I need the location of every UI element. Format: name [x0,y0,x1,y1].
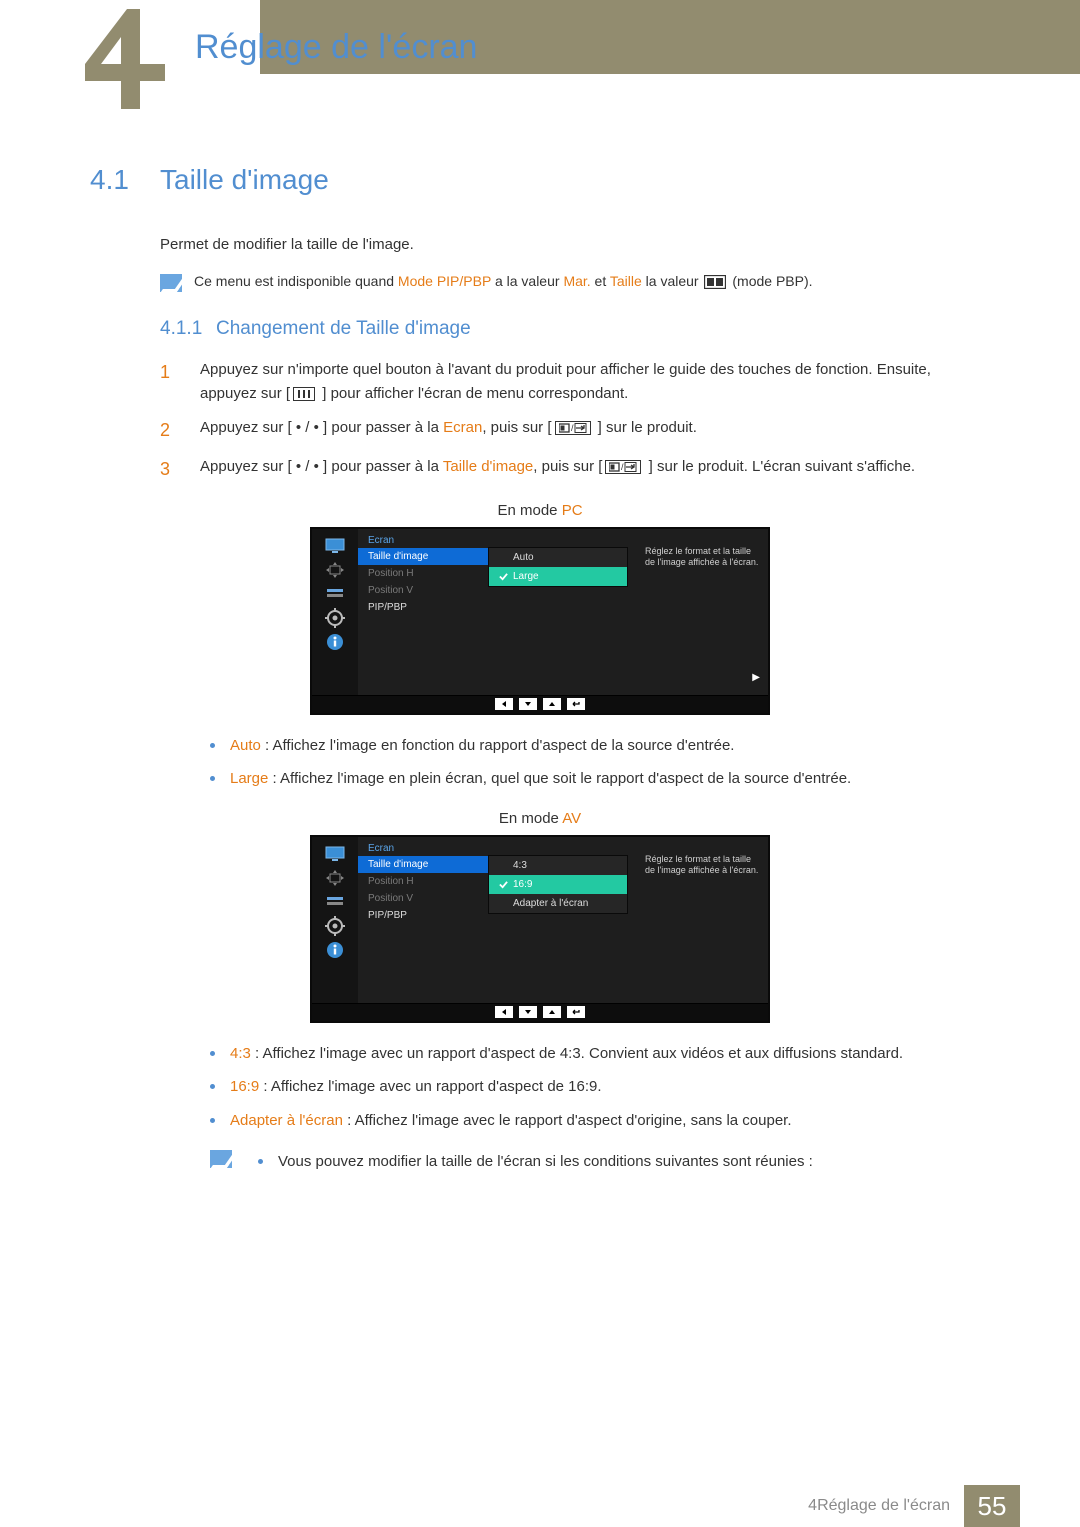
osd-av-wrap: Ecran Taille d'image Position H Position… [90,835,990,1023]
mode-label: En mode PC [90,502,990,519]
osd-button-bar [312,695,768,713]
bullet-item: 16:9 : Affichez l'image avec un rapport … [210,1074,990,1100]
note-block: Ce menu est indisponible quand Mode PIP/… [160,273,990,292]
osd-main: Ecran Taille d'image Position H Position… [358,837,768,1003]
list-icon [322,891,348,913]
left-button-icon[interactable] [495,698,513,710]
bullets-av: 4:3 : Affichez l'image avec un rapport d… [210,1041,990,1134]
osd-av: Ecran Taille d'image Position H Position… [310,835,770,1023]
chapter-title: Réglage de l'écran [195,28,477,67]
step-text: Appuyez sur [ • / • ] pour passer à la E… [200,416,697,445]
move-icon [322,559,348,581]
osd-option[interactable]: Adapter à l'écran [489,894,627,913]
osd-submenu: Auto Large [488,547,628,587]
monitor-icon [322,535,348,557]
step-number: 3 [160,455,178,484]
up-button-icon[interactable] [543,698,561,710]
osd-button-bar [312,1003,768,1021]
step-item: 3 Appuyez sur [ • / • ] pour passer à la… [160,455,990,484]
osd-sidebar [312,837,358,1003]
steps-list: 1 Appuyez sur n'importe quel bouton à l'… [160,358,990,484]
note-icon [210,1150,232,1168]
list-icon [322,583,348,605]
osd-menu-item[interactable]: Taille d'image [358,856,488,873]
menu-icon [293,387,315,401]
gear-icon [322,915,348,937]
osd-sidebar [312,529,358,695]
osd-main: Ecran Taille d'image Position H Position… [358,529,768,695]
source-enter-icon: / [605,460,641,474]
section-title: Taille d'image [160,164,329,195]
move-icon [322,867,348,889]
down-button-icon[interactable] [519,698,537,710]
mode-label: En mode AV [90,810,990,827]
osd-menu-item[interactable]: Position H [358,565,488,582]
osd-option[interactable]: 4:3 [489,856,627,875]
up-button-icon[interactable] [543,1006,561,1018]
top-bar: Réglage de l'écran [0,0,1080,74]
bullet-item: Adapter à l'écran : Affichez l'image ave… [210,1108,990,1134]
bullet-item: Auto : Affichez l'image en fonction du r… [210,733,990,759]
note-text: Ce menu est indisponible quand Mode PIP/… [194,273,813,289]
osd-menu-item[interactable]: Position H [358,873,488,890]
chapter-number-graphic [85,0,185,80]
enter-button-icon[interactable] [567,698,585,710]
osd-pc-wrap: Ecran Taille d'image Position H Position… [90,527,990,715]
osd-description: Réglez le format et la taille de l'image… [642,543,762,572]
osd-menu-item[interactable]: Position V [358,582,488,599]
osd-menu: Taille d'image Position H Position V PIP… [358,548,488,616]
page: Réglage de l'écran 4.1Taille d'image Per… [0,0,1080,1527]
section-intro: Permet de modifier la taille de l'image. [160,236,990,253]
svg-text:/: / [621,462,624,472]
enter-button-icon[interactable] [567,1006,585,1018]
osd-menu-item[interactable]: PIP/PBP [358,907,488,924]
right-arrow-icon: ▶ [752,672,760,683]
final-note-text: Vous pouvez modifier la taille de l'écra… [258,1149,813,1175]
content: 4.1Taille d'image Permet de modifier la … [0,74,1080,1175]
section-number: 4.1 [90,164,160,196]
down-button-icon[interactable] [519,1006,537,1018]
note-icon [160,274,182,292]
osd-menu-item[interactable]: Taille d'image [358,548,488,565]
subsection-number: 4.1.1 [160,318,216,340]
bullets-pc: Auto : Affichez l'image en fonction du r… [210,733,990,792]
info-icon [322,939,348,961]
osd-menu-item[interactable]: Position V [358,890,488,907]
bullet-item: Large : Affichez l'image en plein écran,… [210,766,990,792]
osd-option-selected[interactable]: Large [489,567,627,586]
step-number: 1 [160,358,178,406]
svg-text:/: / [571,423,574,433]
osd-menu: Taille d'image Position H Position V PIP… [358,856,488,924]
osd-option[interactable]: Auto [489,548,627,567]
step-text: Appuyez sur n'importe quel bouton à l'av… [200,358,990,406]
footer: 4 Réglage de l'écran 55 [0,1485,1080,1527]
osd-description: Réglez le format et la taille de l'image… [642,851,762,880]
subsection-heading: 4.1.1Changement de Taille d'image [160,318,990,340]
monitor-icon [322,843,348,865]
info-icon [322,631,348,653]
subsection-title: Changement de Taille d'image [216,318,471,339]
step-item: 2 Appuyez sur [ • / • ] pour passer à la… [160,416,990,445]
step-number: 2 [160,416,178,445]
osd-option-selected[interactable]: 16:9 [489,875,627,894]
step-item: 1 Appuyez sur n'importe quel bouton à l'… [160,358,990,406]
left-button-icon[interactable] [495,1006,513,1018]
footer-page-number: 55 [964,1485,1020,1527]
pbp-icon [704,275,726,289]
step-text: Appuyez sur [ • / • ] pour passer à la T… [200,455,915,484]
bullet-item: 4:3 : Affichez l'image avec un rapport d… [210,1041,990,1067]
gear-icon [322,607,348,629]
osd-pc: Ecran Taille d'image Position H Position… [310,527,770,715]
final-note-block: Vous pouvez modifier la taille de l'écra… [210,1149,990,1175]
section-heading: 4.1Taille d'image [90,164,990,196]
osd-submenu: 4:3 16:9 Adapter à l'écran [488,855,628,914]
footer-label: 4 Réglage de l'écran [808,1485,964,1527]
source-enter-icon: / [555,421,591,435]
osd-menu-item[interactable]: PIP/PBP [358,599,488,616]
